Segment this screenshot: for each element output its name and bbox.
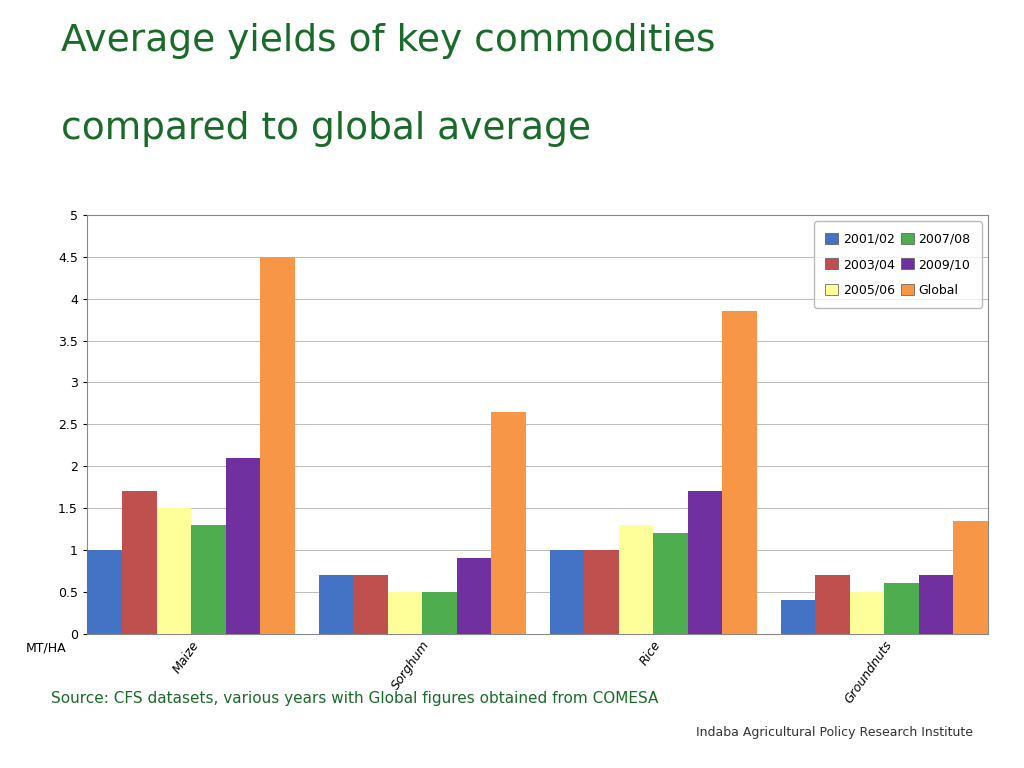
Bar [815,575,850,634]
Bar [618,525,653,634]
Bar [157,508,191,634]
Bar [87,550,122,634]
Bar [260,257,295,634]
Bar [850,592,884,634]
Bar [318,575,353,634]
Text: Average yields of key commodities: Average yields of key commodities [61,23,716,59]
Bar [387,592,422,634]
Bar [457,558,492,634]
Legend: 2001/02, 2003/04, 2005/06, 2007/08, 2009/10, Global: 2001/02, 2003/04, 2005/06, 2007/08, 2009… [814,221,982,308]
Bar [422,592,457,634]
Bar [780,600,815,634]
Bar [722,311,757,634]
Bar [353,575,387,634]
Bar [122,492,157,634]
Text: compared to global average: compared to global average [61,111,592,147]
Bar [688,492,722,634]
Bar [653,533,688,634]
Bar [584,550,618,634]
Text: 23: 23 [13,170,30,183]
Bar [919,575,953,634]
Bar [225,458,260,634]
Bar [953,521,988,634]
Text: MT/HA: MT/HA [26,641,67,654]
Bar [884,584,919,634]
Text: Source: CFS datasets, various years with Global figures obtained from COMESA: Source: CFS datasets, various years with… [51,691,658,707]
Text: Indaba Agricultural Policy Research Institute: Indaba Agricultural Policy Research Inst… [696,726,974,739]
Bar [550,550,584,634]
Bar [191,525,225,634]
Bar [492,412,525,634]
